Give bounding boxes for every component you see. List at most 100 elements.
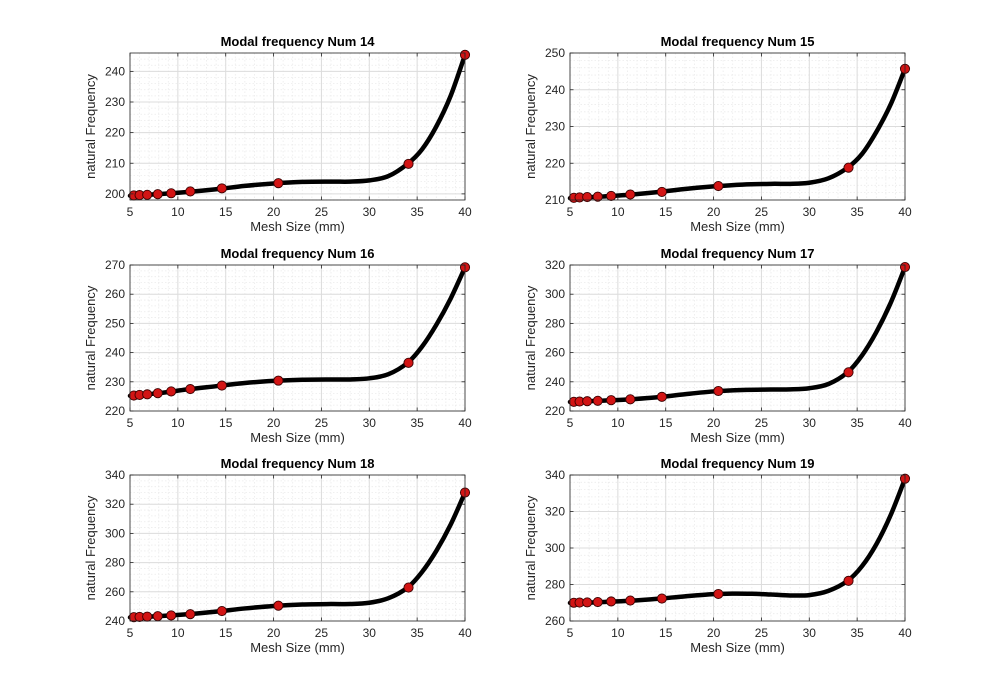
fitted-curve <box>567 66 908 201</box>
fitted-curve <box>567 264 908 405</box>
x-tick-label: 20 <box>267 626 281 640</box>
y-tick-labels: 210 220 230 240 250 <box>545 46 565 207</box>
subplot-4: 5 10 15 20 25 30 35 40 220 240 260 280 300 320 Modal f… <box>523 246 912 445</box>
data-point <box>142 389 153 400</box>
chart-title: Modal frequency Num 17 <box>661 246 815 261</box>
data-point <box>606 596 617 607</box>
x-tick-label: 10 <box>171 416 185 430</box>
chart-title: Modal frequency Num 16 <box>221 246 375 261</box>
y-tick-label: 300 <box>545 287 565 301</box>
data-points <box>128 262 471 401</box>
data-point <box>592 191 603 202</box>
x-tick-labels: 5 10 15 20 25 30 35 40 <box>127 626 472 640</box>
y-tick-label: 320 <box>105 497 125 511</box>
x-tick-label: 25 <box>755 205 769 219</box>
x-tick-label: 30 <box>363 205 377 219</box>
data-point <box>843 162 854 173</box>
x-tick-label: 30 <box>803 205 817 219</box>
y-tick-label: 340 <box>105 468 125 482</box>
y-tick-labels: 240 260 280 300 320 340 <box>105 468 125 628</box>
x-axis-label: Mesh Size (mm) <box>250 219 345 234</box>
x-tick-label: 25 <box>755 626 769 640</box>
y-tick-label: 240 <box>545 83 565 97</box>
y-tick-label: 230 <box>105 375 125 389</box>
data-point <box>843 575 854 586</box>
chart-title: Modal frequency Num 14 <box>221 34 376 49</box>
data-point <box>656 186 667 197</box>
x-tick-label: 15 <box>659 416 673 430</box>
y-tick-labels: 260 280 300 320 340 <box>545 468 565 628</box>
y-tick-label: 220 <box>545 404 565 418</box>
data-point <box>592 395 603 406</box>
y-axis-label: natural Frequency <box>523 285 538 390</box>
x-tick-label: 40 <box>898 626 912 640</box>
x-tick-label: 20 <box>707 626 721 640</box>
x-tick-label: 10 <box>171 626 185 640</box>
x-axis-label: Mesh Size (mm) <box>250 640 345 655</box>
y-tick-label: 260 <box>545 346 565 360</box>
x-tick-label: 35 <box>850 626 864 640</box>
fitted-curve <box>127 490 468 620</box>
data-point <box>403 158 414 169</box>
chart-title: Modal frequency Num 18 <box>221 456 375 471</box>
data-point <box>152 189 163 200</box>
data-point <box>606 395 617 406</box>
data-point <box>713 588 724 600</box>
chart-title: Modal frequency Num 19 <box>661 456 815 471</box>
data-point <box>273 178 284 189</box>
x-tick-label: 35 <box>410 205 424 219</box>
y-tick-label: 300 <box>105 526 125 540</box>
x-tick-label: 15 <box>219 416 233 430</box>
x-tick-label: 30 <box>803 416 817 430</box>
subplot-6: 5 10 15 20 25 30 35 40 260 280 300 320 340 Modal freq… <box>523 456 912 655</box>
data-point <box>185 186 196 197</box>
x-tick-label: 15 <box>659 205 673 219</box>
data-point <box>152 388 163 399</box>
x-axis-label: Mesh Size (mm) <box>250 430 345 445</box>
x-axis-label: Mesh Size (mm) <box>690 219 785 234</box>
x-tick-label: 35 <box>410 416 424 430</box>
fitted-curve <box>127 52 468 198</box>
y-tick-label: 280 <box>545 578 565 592</box>
y-tick-label: 200 <box>105 187 125 201</box>
x-tick-labels: 5 10 15 20 25 30 35 40 <box>567 626 912 640</box>
x-tick-label: 15 <box>659 626 673 640</box>
y-tick-label: 320 <box>545 258 565 272</box>
y-tick-label: 240 <box>105 64 125 78</box>
x-tick-label: 5 <box>127 205 134 219</box>
x-tick-labels: 5 10 15 20 25 30 35 40 <box>127 205 472 219</box>
x-tick-label: 40 <box>458 205 472 219</box>
x-tick-label: 30 <box>363 416 377 430</box>
x-tick-label: 10 <box>611 205 625 219</box>
data-point <box>216 606 227 617</box>
x-tick-label: 15 <box>219 626 233 640</box>
x-tick-label: 25 <box>315 205 329 219</box>
y-tick-label: 220 <box>545 156 565 170</box>
x-tick-label: 5 <box>127 626 134 640</box>
data-point <box>592 596 603 608</box>
y-tick-label: 240 <box>105 346 125 360</box>
x-axis-label: Mesh Size (mm) <box>690 640 785 655</box>
data-point <box>843 367 854 378</box>
x-tick-label: 20 <box>707 416 721 430</box>
y-axis-label: natural Frequency <box>83 285 98 390</box>
y-tick-label: 260 <box>105 287 125 301</box>
y-tick-label: 260 <box>545 614 565 628</box>
y-tick-label: 240 <box>105 614 125 628</box>
data-point <box>606 190 617 202</box>
y-axis-label: natural Frequency <box>83 495 98 600</box>
axes-box <box>569 264 906 412</box>
x-axis-label: Mesh Size (mm) <box>690 430 785 445</box>
y-tick-label: 320 <box>545 505 565 519</box>
y-tick-label: 230 <box>105 95 125 109</box>
x-tick-label: 15 <box>219 205 233 219</box>
x-tick-labels: 5 10 15 20 25 30 35 40 <box>567 205 912 219</box>
subplot-3: 5 10 15 20 25 30 35 40 220 230 240 250 260 270 Modal f… <box>83 246 472 445</box>
y-tick-labels: 220 240 260 280 300 320 <box>545 258 565 418</box>
x-tick-label: 5 <box>127 416 134 430</box>
data-point <box>273 375 284 386</box>
plot-area <box>130 53 465 200</box>
y-tick-label: 260 <box>105 585 125 599</box>
y-tick-label: 250 <box>105 316 125 330</box>
